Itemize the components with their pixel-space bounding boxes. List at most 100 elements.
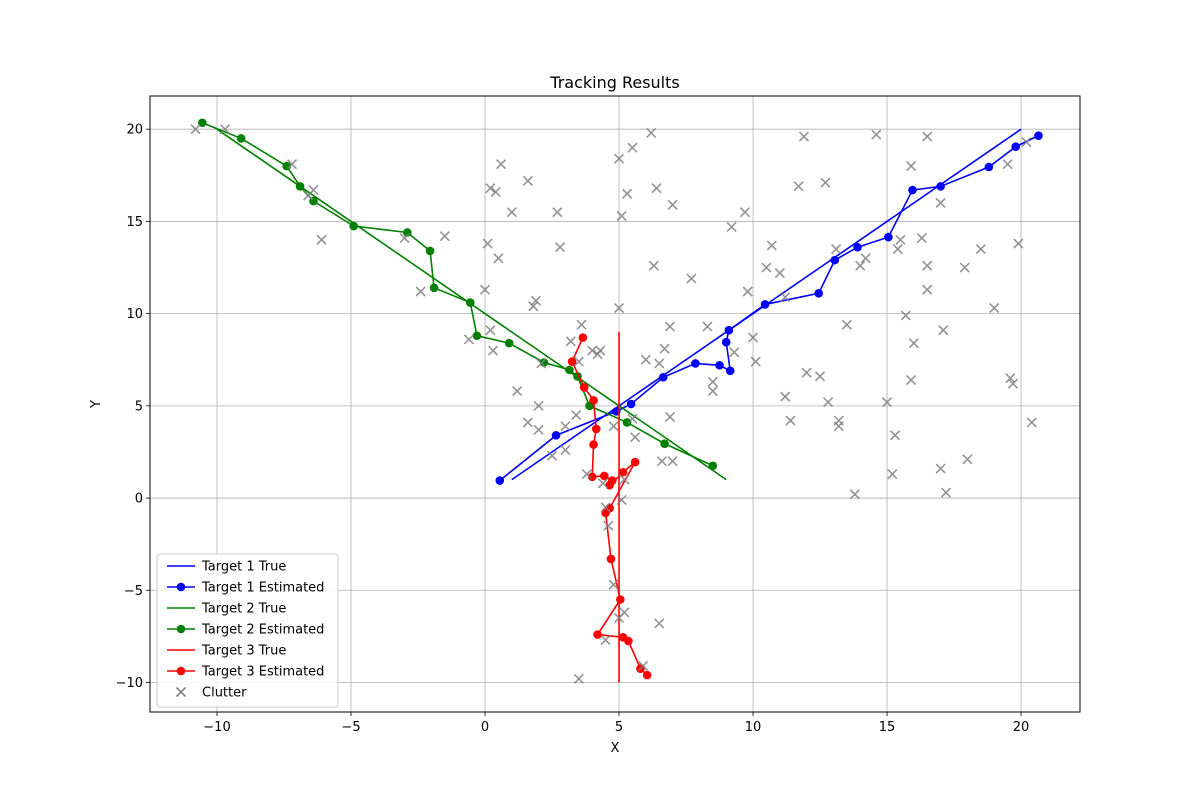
x-axis-label: X: [611, 741, 620, 756]
legend-item: Clutter: [175, 686, 247, 701]
data-series: [190, 118, 1043, 684]
target-2-estimated-point: [622, 418, 632, 427]
target-1-estimated-point: [853, 242, 862, 252]
clutter-point: [616, 210, 627, 221]
clutter-point: [890, 430, 901, 441]
clutter-point: [707, 376, 718, 387]
plot-frame: [149, 95, 1081, 713]
clutter-point: [546, 450, 558, 461]
x-tick-label: 20: [1013, 720, 1030, 735]
clutter-point: [1002, 159, 1013, 170]
clutter-point: [871, 129, 882, 140]
clutter-point: [820, 177, 831, 188]
legend-label: Clutter: [202, 686, 247, 701]
legend-item: Target 1 Estimated: [167, 581, 324, 596]
clutter-point: [613, 153, 625, 164]
clutter-point: [707, 386, 718, 397]
legend-marker-swatch: [176, 624, 186, 634]
clutter-point: [780, 291, 791, 303]
clutter-point: [959, 262, 970, 273]
target-2-estimated-point: [504, 338, 514, 348]
clutter-point: [528, 301, 539, 312]
clutter-point: [479, 284, 491, 295]
x-tick-label: 0: [481, 720, 489, 735]
target-3-estimated-point: [624, 636, 633, 646]
clutter-point: [726, 221, 737, 233]
clutter-point: [940, 487, 952, 498]
clutter-point: [860, 253, 871, 264]
clutter-point: [651, 183, 662, 194]
target-1-estimated-point: [658, 372, 668, 382]
clutter-point: [627, 142, 638, 153]
x-tick-label: −5: [341, 720, 360, 735]
clutter-point: [906, 161, 917, 172]
clutter-point: [619, 474, 630, 485]
clutter-point: [814, 371, 826, 382]
legend-label: Target 1 Estimated: [201, 581, 324, 596]
clutter-point: [571, 410, 582, 421]
y-tick-label: 15: [126, 215, 143, 230]
clutter-point: [496, 159, 507, 170]
target-3-estimated-point: [618, 467, 628, 477]
target-3-estimated-point: [599, 471, 609, 481]
clutter-point: [522, 175, 533, 186]
clutter-point: [595, 345, 606, 356]
chart-title: Tracking Results: [549, 73, 679, 92]
target-3-estimated-point: [589, 396, 598, 405]
clutter-point: [399, 232, 410, 244]
clutter-point: [530, 295, 542, 306]
x-tick-label: −10: [203, 720, 230, 735]
clutter-point: [664, 411, 676, 422]
clutter-point: [729, 347, 740, 358]
clutter-point: [506, 207, 517, 218]
clutter-point: [560, 445, 571, 456]
clutter-point: [573, 356, 584, 367]
target-1-estimated-point: [495, 476, 505, 485]
clutter-point: [1005, 373, 1016, 384]
clutter-point: [552, 207, 563, 218]
clutter-point: [935, 463, 946, 474]
target-3-estimated-point: [630, 457, 640, 467]
target-2-estimated-point: [402, 228, 412, 237]
clutter-point: [627, 413, 638, 424]
clutter-point: [439, 231, 450, 242]
clutter-point: [565, 336, 576, 347]
clutter-point: [482, 238, 493, 249]
clutter-point: [415, 286, 426, 297]
legend-marker-swatch: [176, 582, 186, 592]
target-1-estimated-point: [814, 289, 823, 298]
clutter-point: [841, 319, 852, 330]
target-1-estimated-point: [984, 162, 994, 172]
legend-label: Target 2 Estimated: [201, 623, 324, 638]
clutter-point: [849, 489, 860, 500]
clutter-point: [560, 421, 571, 432]
target-1-estimated-point: [884, 232, 893, 242]
target-2-estimated-point: [295, 182, 305, 191]
clutter-point: [750, 356, 761, 367]
target-3-estimated-point: [587, 472, 597, 482]
y-axis-label: Y: [89, 400, 104, 409]
clutter-point: [916, 232, 927, 244]
legend-item: Target 3 Estimated: [167, 665, 324, 680]
target-1-estimated-point: [936, 182, 945, 191]
clutter-point: [761, 262, 772, 273]
y-tick-label: −5: [124, 584, 143, 599]
legend-label: Target 2 True: [201, 602, 286, 617]
legend-item: Target 2 Estimated: [167, 623, 324, 638]
target-3-estimated-point: [579, 383, 589, 392]
clutter-point: [536, 358, 547, 369]
clutter-point: [654, 618, 665, 629]
clutter-point: [613, 303, 625, 314]
clutter-point: [659, 343, 670, 354]
y-tick-label: 5: [135, 399, 143, 414]
x-tick-label: 10: [745, 720, 762, 735]
target-1-estimated-point: [908, 185, 917, 195]
target-1-estimated-point: [830, 255, 840, 265]
clutter-point: [576, 319, 587, 330]
clutter-point: [975, 244, 986, 255]
legend-label: Target 3 True: [201, 644, 286, 659]
clutter-point: [286, 159, 298, 170]
clutter-point: [793, 181, 804, 192]
